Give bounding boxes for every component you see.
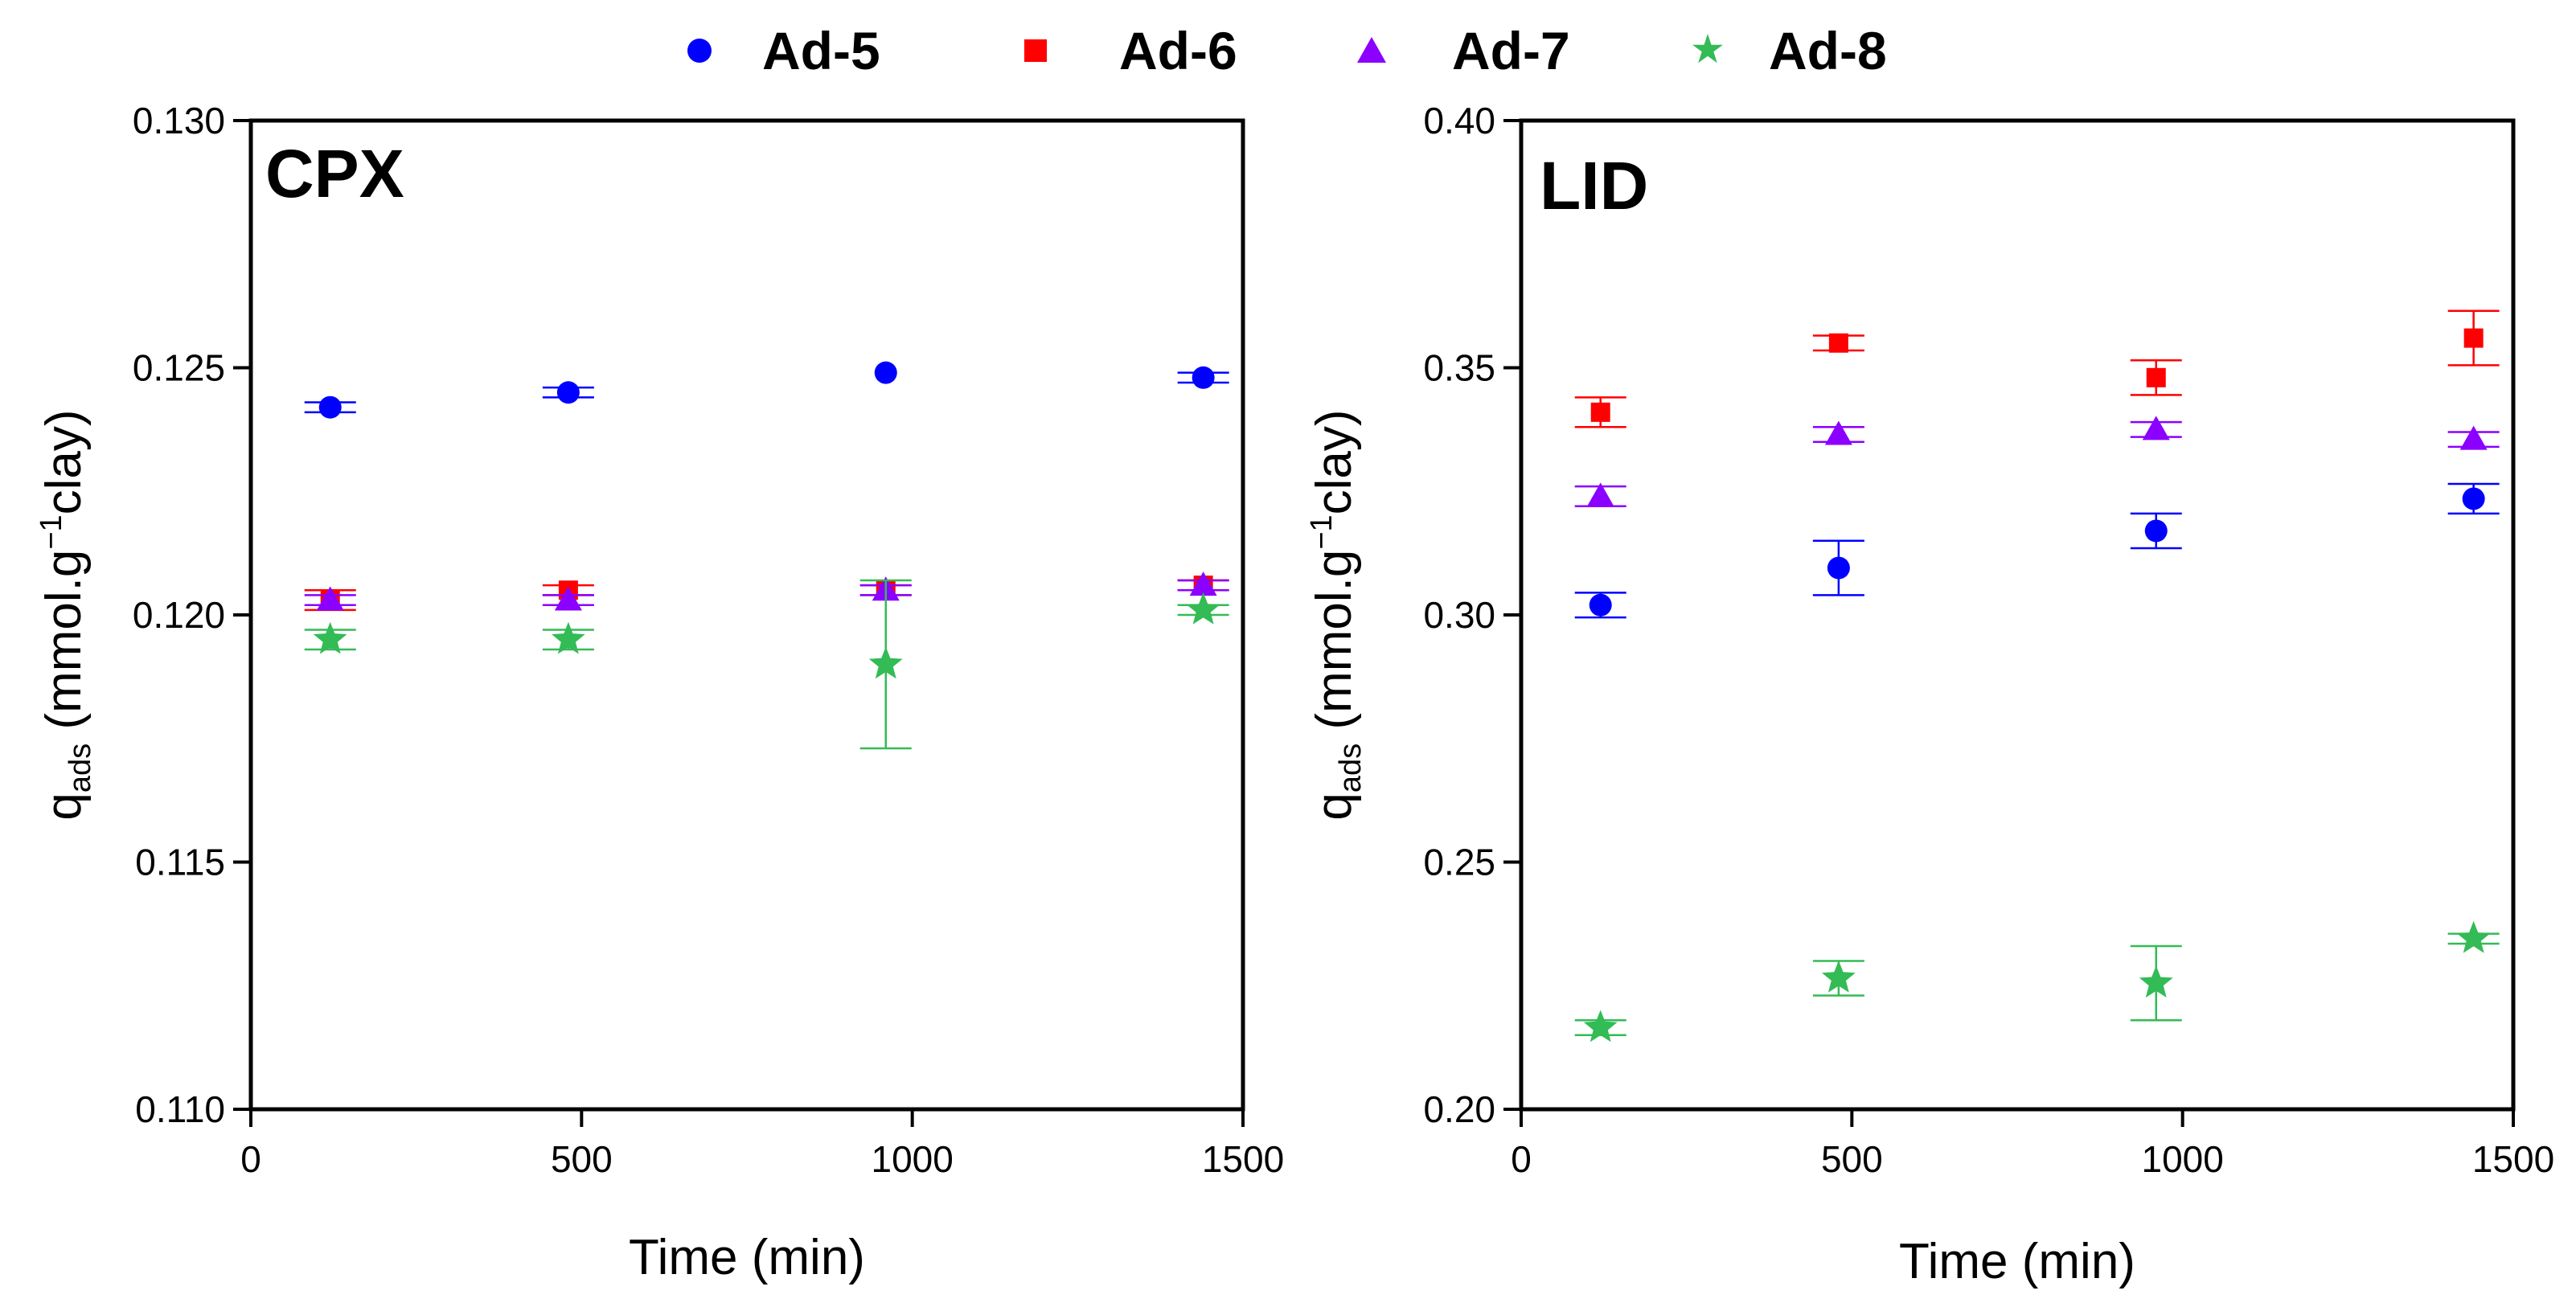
- legend-entry-ad-7: Ad-7: [1357, 21, 1570, 80]
- y-axis-title-rest1-cpx: (mmol.g: [36, 550, 92, 744]
- point-cpx-ad-8-1: [552, 621, 585, 654]
- x-tick-label-cpx-1: 500: [551, 1138, 613, 1180]
- legend-label-ad-8: Ad-8: [1769, 21, 1887, 80]
- point-cpx-ad-7-3: [1189, 572, 1217, 596]
- point-cpx-ad-5-1: [556, 381, 580, 404]
- legend-entry-ad-6: Ad-6: [1024, 21, 1237, 80]
- y-axis-title-sub-cpx: ads: [64, 744, 97, 793]
- point-cpx-ad-8-3: [1186, 592, 1220, 625]
- point-lid-ad-7-2: [2142, 416, 2170, 440]
- x-tick-label-lid-3: 1500: [2472, 1138, 2554, 1180]
- legend-marker-ad-7: [1357, 37, 1386, 63]
- y-tick-label-cpx-2: 0.120: [133, 594, 225, 636]
- point-cpx-ad-7-1: [554, 586, 582, 611]
- y-tick-label-lid-3: 0.35: [1423, 347, 1495, 389]
- point-cpx-ad-8-0: [313, 621, 347, 654]
- point-lid-ad-6-3: [2463, 328, 2484, 348]
- y-axis-title-rest2-cpx: clay): [36, 409, 92, 514]
- y-tick-label-lid-2: 0.30: [1423, 594, 1495, 636]
- y-axis-title-lid: qads (mmol.g−1clay): [1305, 409, 1368, 820]
- point-cpx-ad-5-3: [1192, 366, 1215, 389]
- point-lid-ad-5-2: [2144, 519, 2168, 543]
- y-tick-label-lid-0: 0.20: [1423, 1088, 1495, 1130]
- legend-marker-ad-8: [1692, 34, 1723, 64]
- point-cpx-ad-5-0: [318, 395, 342, 419]
- point-lid-ad-6-2: [2146, 367, 2166, 387]
- y-tick-label-lid-4: 0.40: [1423, 100, 1495, 141]
- point-lid-ad-7-3: [2459, 425, 2488, 450]
- legend-entry-ad-8: Ad-8: [1692, 21, 1887, 80]
- panel-lid: LID 0 500 1000 1500 0.20 0.25 0.30 0.35 0.40 Tim…: [1305, 100, 2554, 1289]
- x-tick-label-lid-0: 0: [1511, 1138, 1532, 1180]
- legend: Ad-5 Ad-6 Ad-7 Ad-8: [687, 21, 1887, 80]
- point-cpx-ad-5-2: [874, 361, 897, 384]
- ticks-lid: 0 500 1000 1500 0.20 0.25 0.30 0.35 0.40: [1423, 100, 2554, 1180]
- legend-marker-ad-5: [687, 39, 712, 63]
- point-lid-ad-7-1: [1824, 420, 1852, 445]
- y-axis-title-rest2-lid: clay): [1306, 409, 1362, 514]
- x-axis-title-lid: Time (min): [1899, 1234, 2135, 1289]
- point-lid-ad-5-1: [1827, 556, 1850, 580]
- point-lid-ad-7-0: [1586, 482, 1614, 507]
- plot-frame-cpx: [248, 118, 1245, 1112]
- panel-label-lid: LID: [1540, 148, 1648, 223]
- legend-entry-ad-5: Ad-5: [687, 21, 880, 80]
- x-axis-title-cpx: Time (min): [629, 1230, 865, 1285]
- y-tick-label-cpx-1: 0.115: [135, 842, 225, 883]
- y-axis-title-main-cpx: q: [36, 793, 92, 820]
- point-cpx-ad-7-0: [316, 586, 344, 611]
- y-axis-title-cpx: qads (mmol.g−1clay): [35, 409, 97, 820]
- y-axis-title-rest1-lid: (mmol.g: [1306, 550, 1362, 744]
- marks-lid: [1574, 309, 2500, 1043]
- plot-frame-lid: [1519, 118, 2516, 1112]
- x-tick-label-cpx-2: 1000: [871, 1138, 953, 1180]
- y-tick-label-cpx-4: 0.130: [133, 100, 225, 141]
- y-tick-label-cpx-3: 0.125: [133, 347, 225, 389]
- point-lid-ad-8-0: [1583, 1010, 1618, 1043]
- marks-cpx: [304, 361, 1229, 750]
- y-tick-label-lid-1: 0.25: [1423, 842, 1495, 883]
- y-axis-title-main-lid: q: [1306, 793, 1362, 820]
- ticks-cpx: 0 500 1000 1500 0.110 0.115 0.120 0.125 0.130: [133, 100, 1284, 1180]
- point-lid-ad-8-3: [2456, 920, 2491, 953]
- y-tick-label-cpx-0: 0.110: [135, 1088, 225, 1130]
- y-axis-title-sup-cpx: −1: [35, 514, 68, 549]
- legend-label-ad-5: Ad-5: [762, 21, 880, 80]
- x-tick-label-cpx-3: 1500: [1202, 1138, 1284, 1180]
- point-cpx-ad-8-2: [868, 646, 903, 679]
- legend-marker-ad-6: [1024, 39, 1047, 62]
- point-lid-ad-5-3: [2462, 487, 2485, 510]
- x-tick-label-lid-1: 500: [1821, 1138, 1883, 1180]
- legend-label-ad-7: Ad-7: [1452, 21, 1570, 80]
- point-lid-ad-5-0: [1589, 593, 1612, 617]
- y-axis-title-sub-lid: ads: [1334, 744, 1368, 793]
- point-lid-ad-8-1: [1822, 961, 1856, 993]
- point-lid-ad-6-0: [1590, 402, 1610, 422]
- point-lid-ad-8-2: [2139, 965, 2173, 998]
- x-tick-label-cpx-0: 0: [240, 1138, 261, 1180]
- point-lid-ad-6-1: [1828, 333, 1848, 353]
- panel-label-cpx: CPX: [265, 136, 404, 211]
- legend-label-ad-6: Ad-6: [1119, 21, 1237, 80]
- y-axis-title-sup-lid: −1: [1305, 514, 1339, 549]
- x-tick-label-lid-2: 1000: [2141, 1138, 2223, 1180]
- panel-cpx: CPX 0 500 1000 1500 0.110 0.115 0.120 0.125 0.13…: [35, 100, 1284, 1285]
